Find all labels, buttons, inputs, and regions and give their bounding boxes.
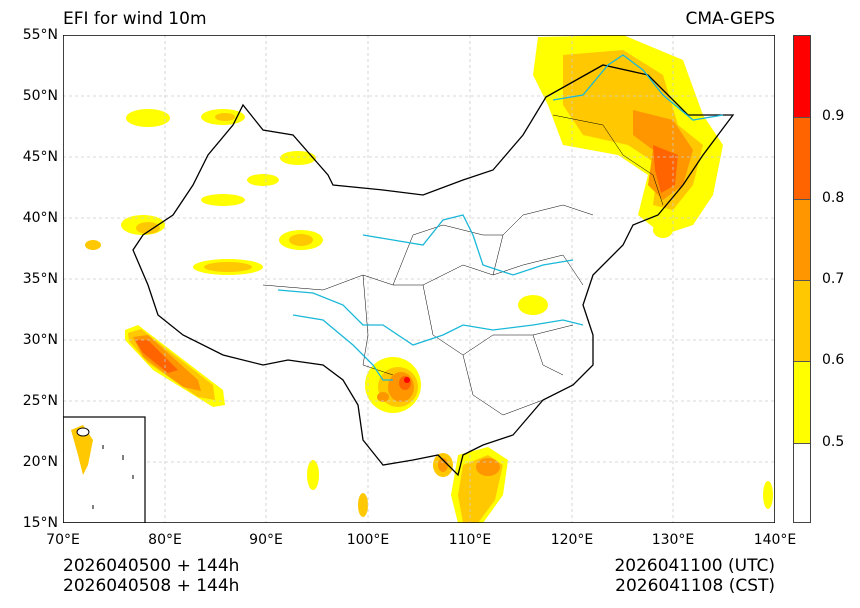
model-name: CMA-GEPS <box>685 9 775 29</box>
map-plot-area <box>63 35 775 523</box>
x-tick-label: 70°E <box>46 532 80 548</box>
y-tick-label: 45°N <box>22 149 58 165</box>
colorbar <box>793 35 811 523</box>
gridlines <box>63 35 775 523</box>
colorbar-label: 0.8 <box>822 190 845 206</box>
x-tick-label: 100°E <box>346 532 390 548</box>
y-tick-label: 15°N <box>22 515 58 531</box>
y-tick-label: 20°N <box>22 454 58 470</box>
colorbar-label: 0.7 <box>822 271 845 287</box>
valid-time-cst: 2026041108 (CST) <box>615 576 775 596</box>
colorbar-label: 0.5 <box>822 434 845 450</box>
y-tick-label: 50°N <box>22 88 58 104</box>
colorbar-segment-0.5-0.6 <box>794 361 810 443</box>
colorbar-segment-0.6-0.7 <box>794 280 810 361</box>
valid-time-utc: 2026041100 (UTC) <box>614 556 775 576</box>
china-border <box>132 64 735 477</box>
x-tick-label: 120°E <box>550 532 594 548</box>
efi-shading <box>85 35 773 523</box>
efi-map <box>63 35 775 523</box>
y-tick-label: 35°N <box>22 271 58 287</box>
colorbar-segment-0.7-0.8 <box>794 199 810 280</box>
y-tick-label: 25°N <box>22 393 58 409</box>
valid-time: 2026041100 (UTC) 2026041108 (CST) <box>614 556 775 596</box>
y-tick-label: 55°N <box>22 27 58 43</box>
province-borders <box>262 114 664 416</box>
x-tick-label: 130°E <box>651 532 695 548</box>
chart-title: EFI for wind 10m <box>63 9 207 29</box>
colorbar-segment-0.9-1.0 <box>794 36 810 117</box>
x-tick-label: 80°E <box>148 532 182 548</box>
y-tick-label: 40°N <box>22 210 58 226</box>
init-time: 2026040500 + 144h 2026040508 + 144h <box>63 556 239 596</box>
init-time-utc: 2026040500 + 144h <box>63 556 240 576</box>
colorbar-label: 0.9 <box>822 108 845 124</box>
x-tick-label: 140°E <box>753 532 797 548</box>
init-time-cst: 2026040508 + 144h <box>63 576 240 596</box>
x-tick-label: 90°E <box>249 532 283 548</box>
rivers <box>277 54 724 381</box>
y-tick-label: 30°N <box>22 332 58 348</box>
x-tick-label: 110°E <box>448 532 492 548</box>
colorbar-segment-below-0.5 <box>794 443 810 522</box>
colorbar-label: 0.6 <box>822 352 845 368</box>
south-china-sea-inset <box>63 416 146 523</box>
colorbar-segment-0.8-0.9 <box>794 117 810 199</box>
